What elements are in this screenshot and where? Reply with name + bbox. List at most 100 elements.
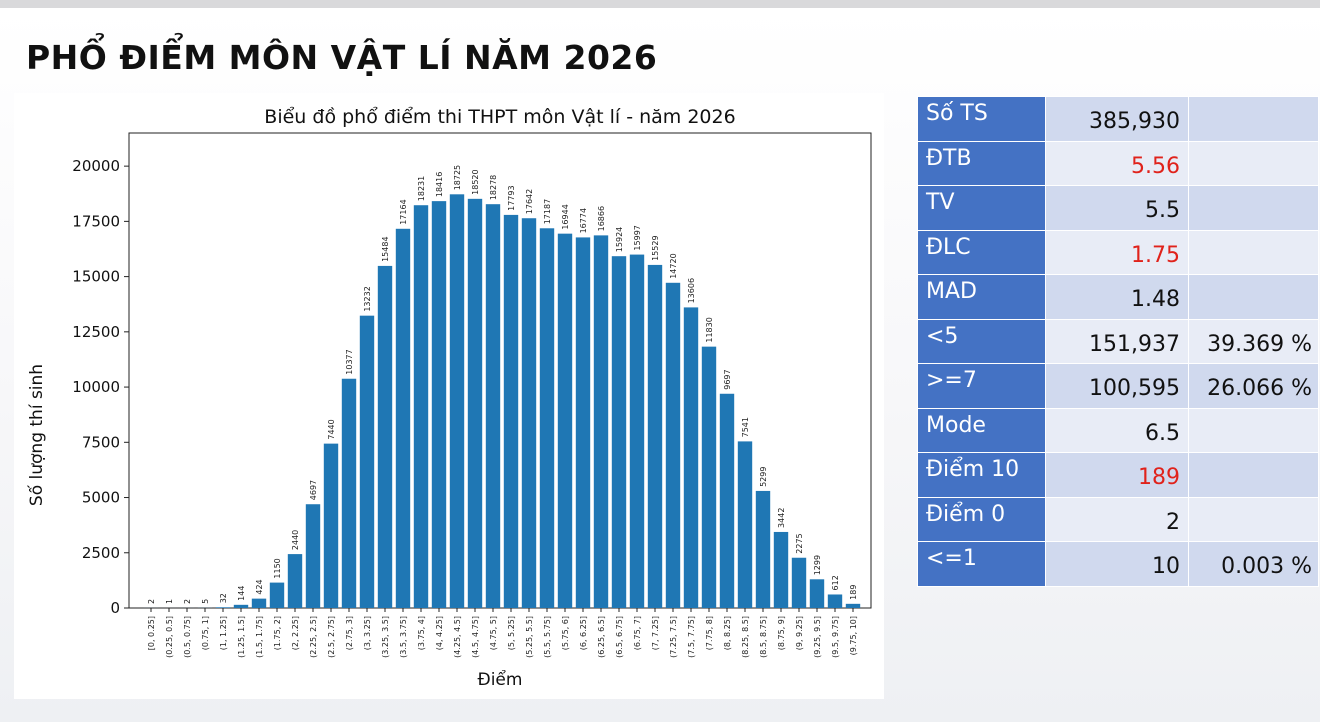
bar bbox=[755, 490, 771, 608]
stats-row: TV 5.5 bbox=[917, 185, 1319, 231]
x-tick-label: (7.75, 8] bbox=[705, 616, 714, 650]
bar-value-label: 16944 bbox=[561, 204, 570, 229]
bar-value-label: 16866 bbox=[597, 206, 606, 231]
x-tick-label: (6.75, 7] bbox=[633, 616, 642, 650]
x-tick-label: (1.25, 1.5] bbox=[237, 616, 246, 658]
stats-row: ĐLC 1.75 bbox=[917, 229, 1319, 275]
stat-value: 151,937 bbox=[1045, 318, 1189, 364]
bar bbox=[629, 254, 645, 608]
bar-value-label: 424 bbox=[255, 579, 264, 594]
stat-label: Điểm 0 bbox=[917, 496, 1046, 542]
stat-value: 5.56 bbox=[1045, 140, 1189, 186]
page-title: PHỔ ĐIỂM MÔN VẬT LÍ NĂM 2026 bbox=[26, 38, 658, 77]
x-tick-label: (1.75, 2] bbox=[273, 616, 282, 650]
stat-label: Mode bbox=[917, 407, 1046, 453]
x-tick-label: (5, 5.25] bbox=[507, 616, 516, 650]
bar-value-label: 5299 bbox=[759, 467, 768, 487]
bar bbox=[539, 228, 555, 608]
y-tick-label: 7500 bbox=[82, 433, 120, 451]
bar-value-label: 189 bbox=[849, 585, 858, 600]
bar-value-label: 4697 bbox=[309, 480, 318, 500]
bar bbox=[503, 214, 519, 608]
bar-value-label: 15529 bbox=[651, 235, 660, 260]
x-tick-label: (6, 6.25] bbox=[579, 616, 588, 650]
x-tick-label: [0, 0.25] bbox=[147, 616, 156, 650]
stat-value: 10 bbox=[1045, 541, 1189, 587]
stat-percent: 0.003 % bbox=[1188, 541, 1319, 587]
x-tick-label: (8.75, 9] bbox=[777, 616, 786, 650]
stats-row: <=1 10 0.003 % bbox=[917, 541, 1319, 587]
x-tick-label: (2, 2.25] bbox=[291, 616, 300, 650]
bar-value-label: 32 bbox=[219, 593, 228, 603]
chart-panel: Biểu đồ phổ điểm thi THPT môn Vật lí - n… bbox=[14, 93, 884, 699]
x-tick-label: (5.25, 5.5] bbox=[525, 616, 534, 658]
x-tick-label: (3.25, 3.5] bbox=[381, 616, 390, 658]
x-tick-label: (9.75, 10] bbox=[849, 616, 858, 655]
bar bbox=[827, 594, 843, 608]
y-tick-label: 2500 bbox=[82, 544, 120, 562]
bar-value-label: 18278 bbox=[489, 175, 498, 200]
bar bbox=[395, 228, 411, 608]
bar bbox=[233, 604, 249, 608]
bar-value-label: 2 bbox=[147, 599, 156, 604]
y-tick-label: 20000 bbox=[72, 157, 120, 175]
bar-value-label: 2275 bbox=[795, 533, 804, 553]
bar-value-label: 7541 bbox=[741, 417, 750, 437]
x-tick-label: (3.5, 3.75] bbox=[399, 616, 408, 658]
bar-value-label: 17642 bbox=[525, 189, 534, 214]
x-tick-label: (2.5, 2.75] bbox=[327, 616, 336, 658]
bar-value-label: 18520 bbox=[471, 169, 480, 194]
stat-value: 100,595 bbox=[1045, 363, 1189, 409]
bar-value-label: 13606 bbox=[687, 278, 696, 303]
x-tick-label: (9.25, 9.5] bbox=[813, 616, 822, 658]
stat-percent bbox=[1188, 96, 1319, 142]
bar bbox=[845, 603, 861, 608]
stat-label: ĐTB bbox=[917, 140, 1046, 186]
bar-value-label: 1150 bbox=[273, 558, 282, 578]
histogram-chart: Biểu đồ phổ điểm thi THPT môn Vật lí - n… bbox=[26, 106, 872, 690]
x-tick-label: (4.75, 5] bbox=[489, 616, 498, 650]
stats-row: >=7 100,595 26.066 % bbox=[917, 363, 1319, 409]
bar bbox=[791, 557, 807, 608]
bar-value-label: 17164 bbox=[399, 199, 408, 224]
x-tick-label: (6.5, 6.75] bbox=[615, 616, 624, 658]
x-tick-label: (3.75, 4] bbox=[417, 616, 426, 650]
bar bbox=[575, 237, 591, 608]
stats-row: Mode 6.5 bbox=[917, 407, 1319, 453]
stat-percent bbox=[1188, 185, 1319, 231]
stat-label: Số TS bbox=[917, 96, 1046, 142]
x-tick-label: (8, 8.25] bbox=[723, 616, 732, 650]
stats-row: Số TS 385,930 bbox=[917, 96, 1319, 142]
stat-percent bbox=[1188, 407, 1319, 453]
bar bbox=[683, 307, 699, 608]
bar bbox=[737, 441, 753, 608]
bar bbox=[665, 282, 681, 608]
bar-value-label: 16774 bbox=[579, 208, 588, 233]
bar bbox=[611, 256, 627, 608]
x-tick-label: (4.5, 4.75] bbox=[471, 616, 480, 658]
x-tick-label: (0.5, 0.75] bbox=[183, 616, 192, 658]
stat-percent bbox=[1188, 452, 1319, 498]
x-tick-label: (9.5, 9.75] bbox=[831, 616, 840, 658]
bar bbox=[521, 218, 537, 608]
stat-value: 1.48 bbox=[1045, 274, 1189, 320]
y-tick-label: 12500 bbox=[72, 323, 120, 341]
top-band bbox=[0, 0, 1320, 8]
y-axis-label: Số lượng thí sinh bbox=[26, 364, 47, 506]
stat-value: 5.5 bbox=[1045, 185, 1189, 231]
bar bbox=[359, 315, 375, 608]
bar-value-label: 1 bbox=[165, 599, 174, 604]
stat-percent bbox=[1188, 496, 1319, 542]
bar bbox=[431, 201, 447, 608]
bar-value-label: 13232 bbox=[363, 286, 372, 311]
bar bbox=[809, 579, 825, 608]
stats-table-body: Số TS 385,930 ĐTB 5.56 TV 5.5 ĐLC 1.75 MAD 1.48 <5… bbox=[917, 96, 1319, 587]
y-tick-label: 0 bbox=[110, 599, 120, 617]
bar bbox=[215, 607, 231, 608]
bar-value-label: 1299 bbox=[813, 555, 822, 575]
bar bbox=[467, 198, 483, 608]
x-tick-label: (6.25, 6.5] bbox=[597, 616, 606, 658]
y-tick-label: 5000 bbox=[82, 489, 120, 507]
stat-value: 1.75 bbox=[1045, 229, 1189, 275]
chart-title: Biểu đồ phổ điểm thi THPT môn Vật lí - n… bbox=[264, 106, 735, 128]
